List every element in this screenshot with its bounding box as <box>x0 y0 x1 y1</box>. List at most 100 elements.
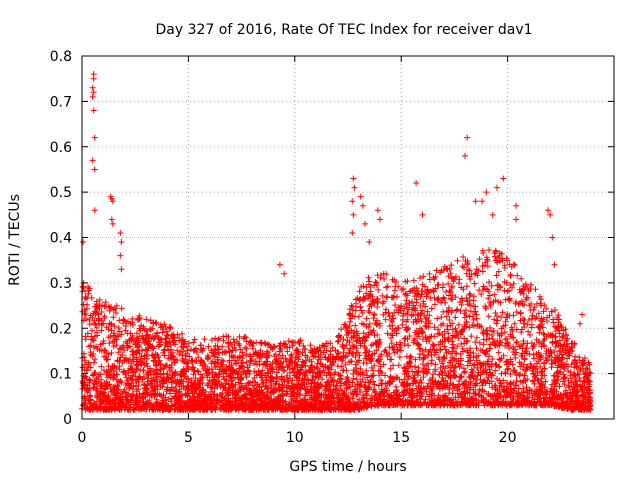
data-point <box>557 348 564 355</box>
data-point <box>448 295 455 302</box>
data-point <box>280 367 287 374</box>
data-point <box>495 298 502 305</box>
data-point <box>199 359 206 366</box>
data-point <box>488 282 495 289</box>
data-point <box>157 361 164 368</box>
data-point <box>115 324 122 331</box>
data-point <box>272 405 279 412</box>
data-point <box>107 333 114 340</box>
data-point <box>188 377 195 384</box>
data-point <box>166 324 173 331</box>
data-point <box>437 394 444 401</box>
data-point <box>364 374 371 381</box>
data-point <box>390 315 397 322</box>
data-point <box>510 343 517 350</box>
data-point <box>396 354 403 361</box>
data-point <box>451 275 458 282</box>
data-point <box>410 277 417 284</box>
data-point <box>298 364 305 371</box>
data-point <box>337 375 344 382</box>
data-point <box>314 380 321 387</box>
data-point <box>373 321 380 328</box>
data-point <box>441 334 448 341</box>
data-point <box>366 278 373 285</box>
data-point <box>88 336 95 343</box>
data-point <box>587 406 594 413</box>
data-point <box>573 363 580 370</box>
data-point <box>105 351 112 358</box>
data-point <box>572 357 579 364</box>
data-point <box>340 390 347 397</box>
data-point <box>439 296 446 303</box>
data-point <box>168 333 175 340</box>
data-point <box>411 363 418 370</box>
data-point <box>517 363 524 370</box>
data-point <box>564 335 571 342</box>
data-point <box>500 377 507 384</box>
data-point <box>390 346 397 353</box>
data-point <box>355 405 362 412</box>
data-point <box>517 371 524 378</box>
data-point <box>403 297 410 304</box>
data-point <box>410 375 417 382</box>
data-point <box>428 357 435 364</box>
data-point <box>454 257 461 264</box>
data-point <box>404 402 411 409</box>
data-point <box>388 392 395 399</box>
data-point <box>325 369 332 376</box>
data-point <box>129 334 136 341</box>
data-point <box>259 350 266 357</box>
data-point <box>377 356 384 363</box>
data-point <box>519 401 526 408</box>
data-point <box>498 370 505 377</box>
data-point <box>153 396 160 403</box>
data-point <box>136 325 143 332</box>
data-point <box>445 336 452 343</box>
data-point <box>250 340 257 347</box>
data-point <box>133 366 140 373</box>
data-point <box>438 380 445 387</box>
data-point <box>414 397 421 404</box>
data-point <box>127 356 134 363</box>
data-point <box>286 369 293 376</box>
data-point <box>136 333 143 340</box>
data-point <box>582 365 589 372</box>
data-point <box>273 369 280 376</box>
data-point <box>383 284 390 291</box>
data-point <box>369 329 376 336</box>
data-point <box>365 331 372 338</box>
data-point <box>197 390 204 397</box>
data-point <box>565 404 572 411</box>
data-point <box>415 341 422 348</box>
data-point <box>339 357 346 364</box>
data-point <box>379 380 386 387</box>
data-point <box>256 352 263 359</box>
data-point <box>500 394 507 401</box>
data-point <box>208 347 215 354</box>
data-point <box>452 383 459 390</box>
data-point <box>484 263 491 270</box>
data-point <box>447 350 454 357</box>
data-point <box>582 406 589 413</box>
data-point <box>466 267 473 274</box>
data-point <box>191 336 198 343</box>
data-point <box>191 381 198 388</box>
data-point <box>440 308 447 315</box>
data-point <box>358 283 365 290</box>
data-point <box>520 290 527 297</box>
data-point <box>476 287 483 294</box>
data-point <box>161 403 168 410</box>
data-point <box>108 327 115 334</box>
data-point <box>108 304 115 311</box>
data-point <box>311 403 318 410</box>
data-point <box>386 350 393 357</box>
data-point <box>359 397 366 404</box>
data-point <box>383 387 390 394</box>
data-point <box>314 389 321 396</box>
data-point <box>416 354 423 361</box>
data-point <box>118 331 125 338</box>
data-point <box>115 349 122 356</box>
data-point <box>262 362 269 369</box>
data-point <box>327 388 334 395</box>
data-point <box>507 333 514 340</box>
